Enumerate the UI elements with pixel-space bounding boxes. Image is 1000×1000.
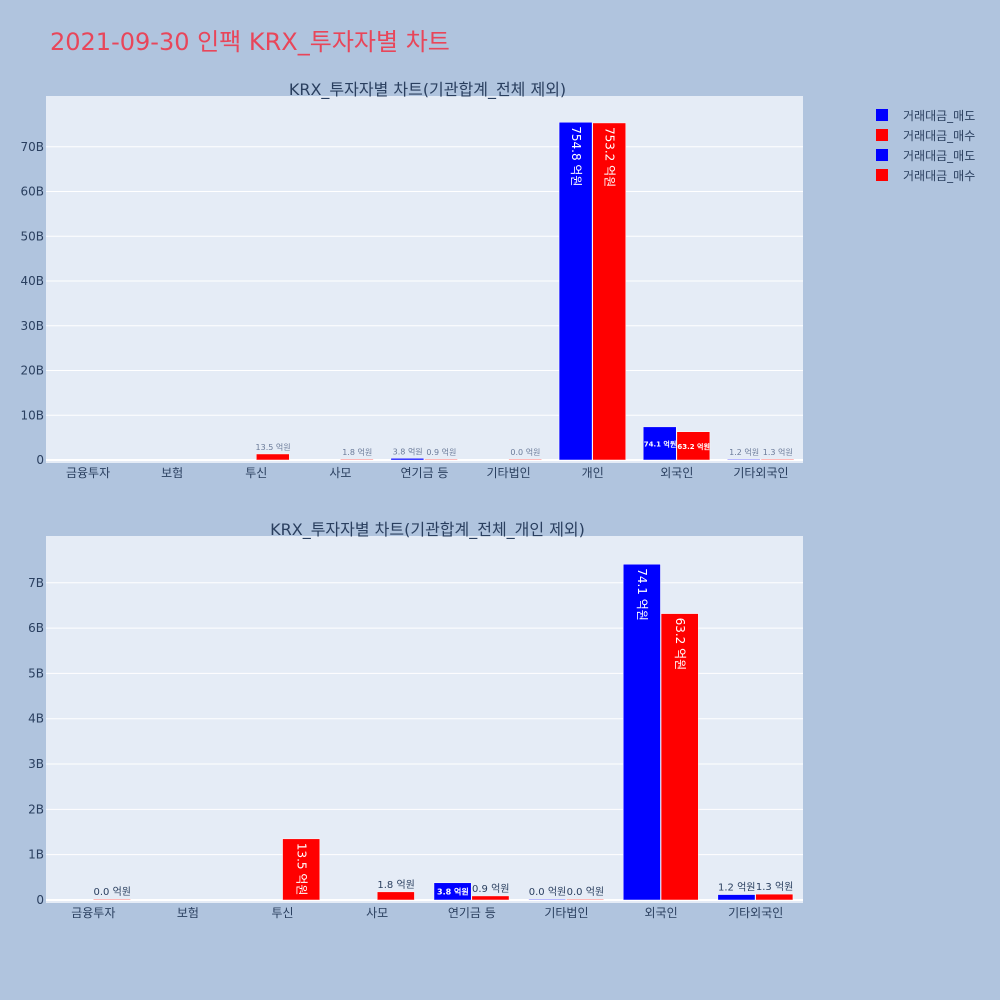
- bar: [755, 893, 794, 901]
- data-label: 1.8 억원: [342, 447, 372, 457]
- legend-item[interactable]: 거래대금_매도: [872, 145, 975, 165]
- x-tick-label: 사모: [366, 906, 388, 920]
- bar: [508, 458, 542, 461]
- data-label: 1.8 억원: [377, 879, 414, 891]
- legend-label: 거래대금_매수: [903, 128, 976, 143]
- data-label: 63.2 억원: [673, 618, 687, 671]
- legend-label: 거래대금_매도: [903, 108, 976, 123]
- x-tick-label: 투신: [272, 906, 294, 920]
- x-tick-label: 기타법인: [544, 906, 588, 920]
- chart-bottom: 0 1B 2B 3B 4B 5B 6B 7B KRX_투자자별 차트(기관합계_전체_개인 제외…: [28, 520, 803, 920]
- data-label: 753.2 억원: [603, 127, 617, 187]
- bar: [433, 882, 472, 901]
- page-title: 2021-09-30 인팩 KRX_투자자별 차트: [50, 28, 450, 56]
- y-tick-label: 1B: [28, 848, 44, 862]
- legend-item[interactable]: 거래대금_매수: [872, 165, 975, 185]
- x-tick-label: 기타외국인: [733, 466, 788, 480]
- legend-swatch: [876, 129, 888, 141]
- data-label: 0.0 억원: [93, 886, 130, 898]
- bar: [256, 453, 290, 461]
- data-label: 1.3 억원: [763, 447, 793, 457]
- bar: [566, 898, 604, 901]
- y-tick-label: 40B: [20, 274, 44, 288]
- y-tick-label: 0: [36, 893, 44, 907]
- data-label: 3.8 억원: [393, 446, 423, 456]
- data-label: 754.8 억원: [569, 126, 583, 186]
- plot-area: [46, 96, 803, 463]
- data-label: 0.9 억원: [426, 447, 456, 457]
- x-tick-label: 연기금 등: [448, 906, 496, 920]
- data-label: 0.0 억원: [529, 886, 566, 898]
- chart-title: KRX_투자자별 차트(기관합계_전체 제외): [289, 80, 566, 100]
- legend-swatch: [876, 149, 888, 161]
- bar: [717, 894, 756, 901]
- x-tick-label: 금융투자: [71, 906, 115, 920]
- y-tick-label: 50B: [20, 229, 44, 243]
- legend-label: 거래대금_매수: [903, 168, 976, 183]
- bar: [676, 431, 711, 461]
- bar: [340, 458, 374, 461]
- legend-label: 거래대금_매도: [903, 148, 976, 163]
- y-tick-label: 2B: [28, 802, 44, 816]
- legend[interactable]: 거래대금_매도 거래대금_매수 거래대금_매도 거래대금_매수: [872, 105, 975, 185]
- x-tick-label: 외국인: [645, 906, 678, 920]
- legend-swatch: [876, 109, 888, 121]
- y-tick-label: 60B: [20, 185, 44, 199]
- bar: [471, 895, 510, 901]
- bar: [528, 898, 567, 901]
- bar: [660, 613, 699, 901]
- bar: [592, 122, 627, 461]
- y-tick-label: 30B: [20, 319, 44, 333]
- bar: [93, 898, 131, 901]
- y-tick-label: 0: [36, 453, 44, 467]
- chart-top: 0 10B 20B 30B 40B 50B 60B 70B KRX_투자자별 차트(기관합계_전…: [20, 80, 803, 480]
- chart-title: KRX_투자자별 차트(기관합계_전체_개인 제외): [270, 520, 585, 540]
- bar: [727, 458, 761, 461]
- x-tick-label: 사모: [329, 466, 351, 480]
- x-tick-label: 보험: [161, 466, 183, 480]
- data-label: 13.5 억원: [294, 843, 308, 896]
- x-tick-label: 투신: [245, 466, 267, 480]
- bar: [558, 121, 593, 461]
- x-tick-label: 기타법인: [487, 466, 531, 480]
- x-tick-label: 개인: [582, 466, 604, 480]
- data-label: 1.2 억원: [718, 882, 755, 894]
- data-label: 1.2 억원: [729, 447, 759, 457]
- y-tick-label: 6B: [28, 621, 44, 635]
- x-tick-label: 연기금 등: [401, 466, 449, 480]
- bar: [424, 458, 458, 461]
- data-label: 0.9 억원: [472, 883, 509, 895]
- x-tick-label: 외국인: [660, 466, 693, 480]
- data-label: 74.1 억원: [644, 439, 677, 448]
- data-label: 1.3 억원: [756, 881, 793, 893]
- data-label: 3.8 억원: [437, 886, 469, 896]
- bar: [642, 426, 677, 461]
- bar: [760, 458, 795, 461]
- bar: [622, 563, 661, 901]
- legend-swatch: [876, 169, 888, 181]
- data-label: 0.0 억원: [510, 447, 540, 457]
- y-tick-label: 70B: [20, 140, 44, 154]
- x-tick-label: 보험: [177, 906, 199, 920]
- legend-item[interactable]: 거래대금_매수: [872, 125, 975, 145]
- y-tick-label: 20B: [20, 364, 44, 378]
- data-label: 13.5 억원: [256, 442, 291, 452]
- x-tick-label: 금융투자: [66, 466, 110, 480]
- bar: [376, 891, 415, 901]
- data-label: 74.1 억원: [635, 568, 649, 621]
- data-label: 0.0 억원: [567, 886, 604, 898]
- bar: [282, 838, 321, 901]
- y-tick-label: 10B: [20, 408, 44, 422]
- data-label: 63.2 억원: [677, 442, 710, 451]
- y-tick-label: 5B: [28, 666, 44, 680]
- legend-item[interactable]: 거래대금_매도: [872, 105, 975, 125]
- bar: [390, 458, 425, 461]
- y-tick-label: 4B: [28, 712, 44, 726]
- x-tick-label: 기타외국인: [728, 906, 783, 920]
- y-tick-label: 3B: [28, 757, 44, 771]
- y-tick-label: 7B: [28, 576, 44, 590]
